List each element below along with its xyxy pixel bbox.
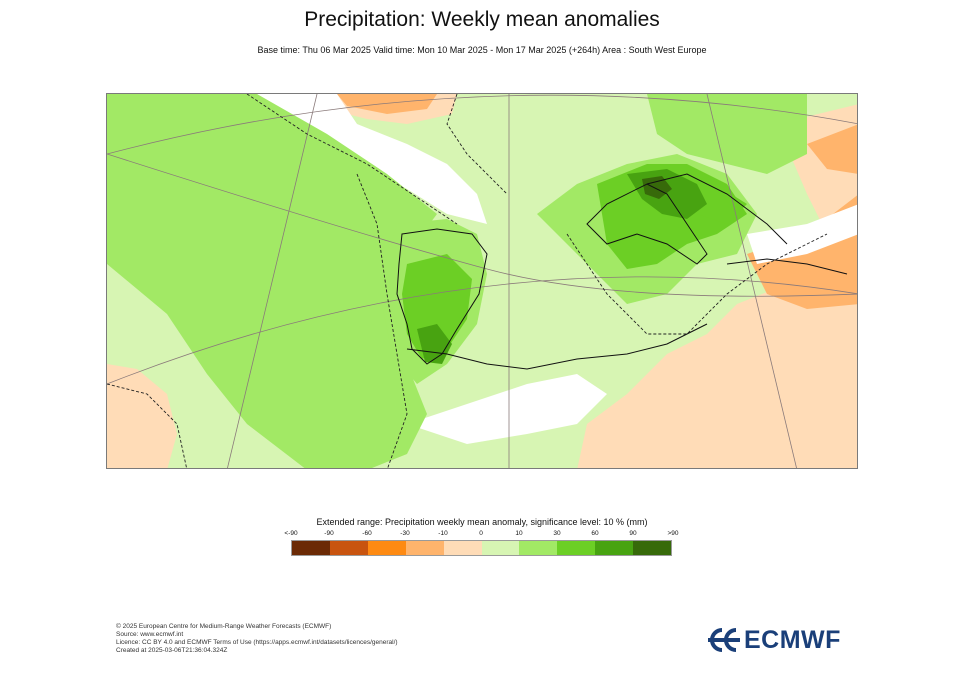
legend-swatch [292, 541, 330, 555]
legend-swatch [329, 541, 368, 555]
legend-swatch [633, 541, 672, 555]
moderate-dry-north [337, 94, 437, 114]
ecmwf-logo: ECMWF [706, 625, 856, 655]
legend-title: Extended range: Precipitation weekly mea… [316, 517, 648, 527]
legend-color-bar [291, 540, 672, 556]
page-title: Precipitation: Weekly mean anomalies [304, 8, 660, 31]
anomaly-map [106, 93, 858, 469]
legend-labels: <-90 -90 -60 -30 -10 0 10 30 60 90 >90 [284, 530, 681, 540]
neutral-region-east [747, 204, 857, 264]
moderate-dry-east [807, 124, 857, 174]
legend-label: -60 [362, 530, 372, 537]
legend-label: -10 [438, 530, 448, 537]
footer-licence: Licence: CC BY 4.0 and ECMWF Terms of Us… [116, 639, 398, 646]
legend-swatch [595, 541, 634, 555]
legend-label: <-90 [284, 530, 298, 537]
footer-created: Created at 2025-03-06T21:36:04.324Z [116, 647, 228, 654]
footer-credits: © 2025 European Centre for Medium-Range … [116, 623, 398, 655]
legend-swatch [367, 541, 406, 555]
wet-region-central-europe [647, 94, 807, 174]
legend-label: 90 [629, 530, 637, 537]
coastlines [396, 173, 848, 370]
legend-swatch [519, 541, 558, 555]
neutral-region-biscay [257, 94, 487, 224]
legend-label: -30 [400, 530, 410, 537]
legend-label: 30 [553, 530, 561, 537]
legend-label: 0 [479, 530, 483, 537]
legend-swatch [481, 541, 520, 555]
legend-swatch [443, 541, 482, 555]
ecmwf-logo-text: ECMWF [744, 625, 841, 654]
legend-swatch [557, 541, 596, 555]
map-gridlines [107, 94, 857, 468]
neutral-region-north-africa [407, 374, 607, 444]
legend-label: -90 [324, 530, 334, 537]
dry-region-southwest [107, 364, 177, 468]
legend-swatch [405, 541, 444, 555]
legend-label: 60 [591, 530, 599, 537]
page-subtitle: Base time: Thu 06 Mar 2025 Valid time: M… [257, 45, 707, 55]
ecmwf-logo-mark [708, 628, 740, 652]
legend-label: >90 [667, 530, 679, 537]
footer-source: Source: www.ecmwf.int [116, 631, 184, 638]
footer-copyright: © 2025 European Centre for Medium-Range … [116, 623, 332, 630]
significance-contours [107, 94, 828, 468]
legend-label: 10 [515, 530, 523, 537]
